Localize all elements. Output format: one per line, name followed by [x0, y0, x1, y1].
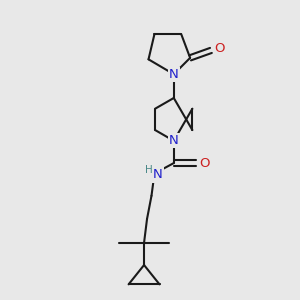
Text: O: O	[199, 157, 210, 169]
Text: N: N	[169, 68, 179, 81]
Text: N: N	[153, 169, 163, 182]
Text: H: H	[145, 165, 153, 175]
Text: O: O	[214, 42, 224, 56]
Text: N: N	[169, 134, 179, 147]
